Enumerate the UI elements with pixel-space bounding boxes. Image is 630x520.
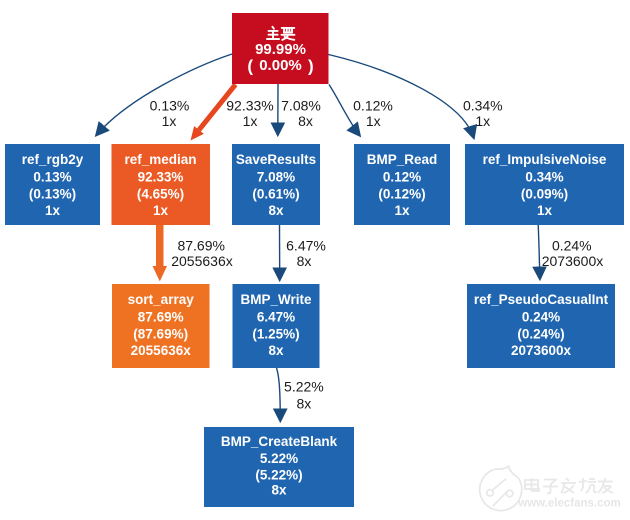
svg-text:1x: 1x — [394, 203, 410, 218]
svg-text:BMP_Write: BMP_Write — [240, 292, 312, 307]
svg-text:BMP_Read: BMP_Read — [367, 152, 438, 167]
svg-text:(0.12%): (0.12%) — [378, 187, 425, 202]
svg-text:(87.69%): (87.69%) — [133, 326, 188, 341]
svg-text:7.08%: 7.08% — [257, 170, 295, 185]
svg-text:8x: 8x — [297, 395, 312, 411]
svg-text:(0.13%): (0.13%) — [29, 187, 76, 202]
svg-text:1x: 1x — [45, 203, 61, 218]
svg-text:2055636x: 2055636x — [131, 343, 192, 358]
svg-text:0.12%: 0.12% — [383, 170, 421, 185]
svg-text:6.47%: 6.47% — [286, 238, 326, 254]
svg-text:www.elecfans.com: www.elecfans.com — [517, 498, 620, 510]
svg-text:BMP_CreateBlank: BMP_CreateBlank — [221, 434, 338, 449]
svg-text:1x: 1x — [162, 113, 177, 129]
svg-text:8x: 8x — [297, 253, 312, 269]
svg-text:(0.24%): (0.24%) — [517, 326, 564, 341]
svg-text:0.34%: 0.34% — [525, 170, 563, 185]
svg-text:5.22%: 5.22% — [284, 379, 324, 395]
svg-text:(: ( — [247, 57, 253, 76]
svg-text:ref_PseudoCasualInt: ref_PseudoCasualInt — [474, 292, 609, 307]
svg-text:0.13%: 0.13% — [150, 98, 190, 114]
svg-text:1x: 1x — [243, 113, 258, 129]
svg-text:8x: 8x — [268, 203, 284, 218]
svg-text:8x: 8x — [268, 343, 284, 358]
svg-text:(5.22%): (5.22%) — [255, 467, 302, 482]
svg-text:2073600x: 2073600x — [511, 343, 572, 358]
svg-text:8x: 8x — [271, 482, 287, 497]
svg-text:ref_median: ref_median — [124, 152, 196, 167]
svg-text:ref_rgb2y: ref_rgb2y — [22, 152, 84, 167]
svg-text:1x: 1x — [366, 113, 381, 129]
svg-text:5.22%: 5.22% — [260, 451, 298, 466]
svg-text:0.24%: 0.24% — [552, 238, 592, 254]
svg-text:1x: 1x — [475, 113, 490, 129]
svg-text:): ) — [308, 57, 314, 76]
svg-text:92.33%: 92.33% — [138, 170, 184, 185]
svg-text:7.08%: 7.08% — [281, 98, 321, 114]
svg-text:SaveResults: SaveResults — [236, 152, 316, 167]
svg-text:(0.09%): (0.09%) — [521, 187, 568, 202]
svg-text:0.24%: 0.24% — [522, 310, 560, 325]
svg-text:99.99%: 99.99% — [255, 41, 306, 58]
svg-text:0.12%: 0.12% — [353, 98, 393, 114]
svg-text:0.13%: 0.13% — [33, 170, 71, 185]
svg-text:2055636x: 2055636x — [171, 253, 233, 269]
svg-text:sort_array: sort_array — [128, 292, 195, 307]
svg-text:87.69%: 87.69% — [138, 310, 184, 325]
svg-text:87.69%: 87.69% — [177, 238, 224, 254]
svg-text:8x: 8x — [298, 113, 313, 129]
svg-text:ref_ImpulsiveNoise: ref_ImpulsiveNoise — [483, 152, 607, 167]
svg-text:1x: 1x — [153, 203, 169, 218]
svg-text:0.00%: 0.00% — [259, 57, 302, 74]
svg-text:(4.65%): (4.65%) — [137, 187, 184, 202]
svg-text:(1.25%): (1.25%) — [252, 326, 299, 341]
svg-text:0.34%: 0.34% — [463, 98, 503, 114]
svg-text:92.33%: 92.33% — [226, 98, 273, 114]
svg-text:2073600x: 2073600x — [542, 253, 604, 269]
svg-text:6.47%: 6.47% — [257, 310, 295, 325]
svg-text:1x: 1x — [537, 203, 553, 218]
svg-text:(0.61%): (0.61%) — [252, 187, 299, 202]
